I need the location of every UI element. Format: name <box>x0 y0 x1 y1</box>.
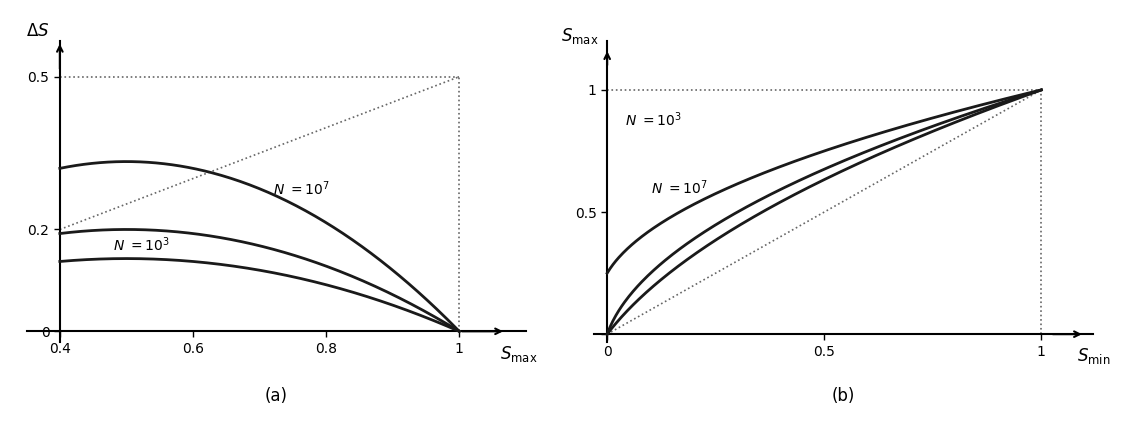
Text: $S_{\mathrm{max}}$: $S_{\mathrm{max}}$ <box>561 26 598 46</box>
Text: $S_{\mathrm{min}}$: $S_{\mathrm{min}}$ <box>1077 347 1111 366</box>
Text: $N\ =10^{3}$: $N\ =10^{3}$ <box>113 236 170 254</box>
Text: $N\ =10^{7}$: $N\ =10^{7}$ <box>273 179 330 198</box>
Text: (a): (a) <box>265 387 287 405</box>
Text: $N\ =10^{3}$: $N\ =10^{3}$ <box>624 110 682 129</box>
Text: $S_{\mathrm{max}}$: $S_{\mathrm{max}}$ <box>500 344 538 364</box>
Text: $N\ =10^{7}$: $N\ =10^{7}$ <box>650 178 708 197</box>
Text: (b): (b) <box>832 387 855 405</box>
Text: $\Delta S$: $\Delta S$ <box>26 22 50 40</box>
